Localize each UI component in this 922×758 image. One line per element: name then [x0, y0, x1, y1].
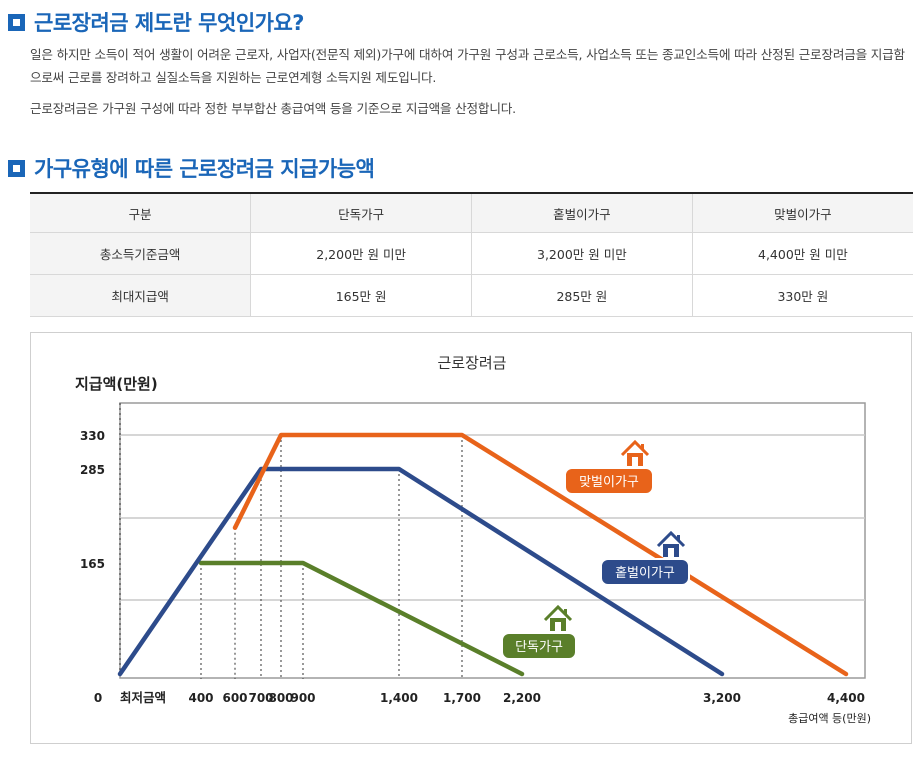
series-label: 맞벌이가구 — [579, 475, 639, 490]
chart-title: 근로장려금 — [437, 354, 506, 372]
table-cell: 330만 원 — [691, 274, 913, 317]
plot-frame — [119, 402, 866, 679]
bullet-square-icon — [8, 159, 25, 177]
series-line — [198, 560, 525, 677]
series-label-bg — [564, 467, 654, 495]
y-tick-label: 330 — [80, 429, 105, 443]
table-cell: 4,400만 원 미만 — [691, 232, 913, 275]
intro-paragraph-1: 일은 하지만 소득이 적어 생활이 어려운 근로자, 사업자(전문직 제외)가구… — [30, 47, 905, 85]
x-tick-label: 800 — [268, 691, 293, 705]
x-tick-label: 600 — [222, 691, 247, 705]
x-tick-label: 400 — [188, 691, 213, 705]
x-tick-label: 1,400 — [380, 691, 418, 705]
table-row: 총소득기준금액 2,200만 원 미만 3,200만 원 미만 4,400만 원… — [30, 232, 913, 275]
series-line — [232, 432, 849, 677]
bullet-square-icon — [8, 13, 25, 31]
payment-table: 구분 단독가구 홑벌이가구 맞벌이가구 총소득기준금액 2,200만 원 미만 … — [30, 192, 913, 317]
table-header-cell: 단독가구 — [250, 192, 472, 233]
x-tick-label: 3,200 — [703, 691, 741, 705]
x-tick-label: 4,400 — [827, 691, 865, 705]
table-header-cell: 구분 — [30, 192, 251, 233]
x-tick-label: 700 — [248, 691, 273, 705]
y-tick-label: 285 — [80, 463, 105, 477]
x-min-label: 최저금액 — [120, 690, 166, 705]
series-label: 홑벌이가구 — [615, 566, 675, 581]
series-label-bg — [600, 558, 690, 586]
y-axis-label: 지급액(만원) — [75, 375, 158, 393]
table-header-cell: 맞벌이가구 — [691, 192, 913, 233]
table-header-row: 구분 단독가구 홑벌이가구 맞벌이가구 — [30, 192, 913, 233]
intro-paragraph-2: 근로장려금은 가구원 구성에 따라 정한 부부합산 총급여액 등을 기준으로 지… — [30, 101, 516, 116]
house-icon — [543, 604, 573, 631]
table-cell: 3,200만 원 미만 — [471, 232, 693, 275]
x-axis-label: 총급여액 등(만원) — [788, 712, 871, 725]
house-icon — [656, 530, 686, 557]
y-tick-label: 165 — [80, 557, 105, 571]
x-zero-label: 0 — [94, 691, 102, 705]
table-cell: 총소득기준금액 — [30, 232, 251, 275]
series-label-bg — [501, 632, 577, 660]
section-title-system: 근로장려금 제도란 무엇인가요? — [8, 7, 304, 37]
chart-container: 근로장려금 지급액(만원) 165 285 330 400 600 700 800 900 1… — [30, 332, 912, 744]
section-title-text: 가구유형에 따른 근로장려금 지급가능액 — [34, 157, 375, 181]
table-cell: 최대지급액 — [30, 274, 251, 317]
series-label: 단독가구 — [515, 640, 563, 655]
table-row: 최대지급액 165만 원 285만 원 330만 원 — [30, 274, 913, 317]
x-tick-label: 1,700 — [443, 691, 481, 705]
table-cell: 285만 원 — [471, 274, 693, 317]
series-line — [117, 466, 725, 677]
section-title-text: 근로장려금 제도란 무엇인가요? — [34, 11, 304, 35]
table-cell: 2,200만 원 미만 — [250, 232, 472, 275]
x-tick-label: 900 — [290, 691, 315, 705]
table-header-cell: 홑벌이가구 — [471, 192, 693, 233]
house-icon — [620, 439, 650, 466]
section-title-amount: 가구유형에 따른 근로장려금 지급가능액 — [8, 153, 375, 183]
table-cell: 165만 원 — [250, 274, 472, 317]
x-tick-label: 2,200 — [503, 691, 541, 705]
